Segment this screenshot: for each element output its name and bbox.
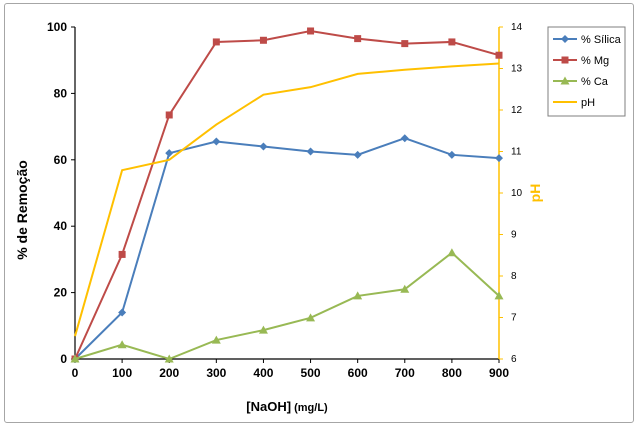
- y-tick-label: 80: [54, 86, 68, 100]
- y-tick-label: 60: [54, 153, 68, 167]
- data-point-triangle: [164, 354, 174, 363]
- x-axis-title-main: [NaOH]: [246, 399, 291, 414]
- y2-tick-label: 14: [511, 22, 523, 33]
- x-axis-title-unit: (mg/L): [291, 402, 328, 414]
- y2-tick-label: 10: [511, 188, 523, 199]
- data-point-diamond: [561, 35, 569, 43]
- series-line: [74, 29, 500, 360]
- series-line: [74, 251, 500, 361]
- data-point-triangle: [447, 248, 457, 257]
- x-tick-label: 300: [206, 366, 226, 380]
- data-point-square: [495, 51, 503, 59]
- data-point-diamond: [447, 150, 456, 159]
- data-point-square: [401, 40, 409, 48]
- data-point-square: [212, 38, 220, 46]
- data-point-diamond: [306, 147, 315, 156]
- data-point-triangle: [211, 335, 221, 344]
- x-tick-label: 0: [72, 366, 79, 380]
- x-axis-title: [NaOH] (mg/L): [246, 399, 328, 414]
- data-point-diamond: [165, 149, 174, 158]
- y-tick-label: 40: [54, 219, 68, 233]
- data-point-square: [259, 36, 267, 44]
- series-line: [74, 137, 500, 360]
- x-tick-label: 800: [442, 366, 462, 380]
- data-point-triangle: [400, 284, 410, 293]
- data-point-square: [118, 250, 126, 258]
- legend-label: % Mg: [581, 55, 609, 67]
- y2-tick-label: 11: [511, 147, 522, 158]
- x-tick-label: 400: [253, 366, 273, 380]
- data-point-diamond: [400, 134, 409, 143]
- y-axis-title: % de Remoção: [14, 160, 30, 260]
- data-point-diamond: [495, 154, 503, 163]
- data-point-triangle: [70, 354, 80, 363]
- y2-tick-label: 13: [511, 64, 523, 75]
- y-tick-label: 100: [47, 20, 67, 34]
- series-slica: [71, 134, 503, 363]
- axes-layer: [74, 27, 500, 360]
- legend-label: % Sílica: [581, 34, 622, 46]
- data-point-diamond: [118, 308, 127, 317]
- series-line: [74, 62, 500, 337]
- data-point-square: [165, 111, 173, 119]
- data-point-triangle: [560, 76, 570, 85]
- data-point-diamond: [259, 142, 268, 151]
- data-point-triangle: [258, 325, 268, 334]
- y2-tick-label: 7: [511, 313, 517, 324]
- x-tick-label: 200: [159, 366, 179, 380]
- data-point-triangle: [306, 313, 316, 322]
- series-mg: [71, 27, 503, 363]
- x-tick-label: 600: [348, 366, 368, 380]
- x-tick-label: 100: [112, 366, 132, 380]
- series-ca: [70, 248, 504, 363]
- y2-tick-label: 9: [511, 230, 517, 241]
- legend-label: pH: [581, 97, 595, 109]
- series-layer: [70, 27, 504, 363]
- y2-tick-label: 8: [511, 271, 517, 282]
- data-point-triangle: [117, 340, 127, 349]
- ticks-layer: 0 100 200 300 400 500 600 700 800 900 0 20 40 60 80 100…: [47, 20, 523, 380]
- data-point-square: [307, 27, 315, 35]
- x-tick-label: 900: [489, 366, 509, 380]
- x-tick-label: 700: [395, 366, 415, 380]
- legend: % Sílica % Mg % Ca pH: [547, 26, 626, 117]
- data-point-diamond: [212, 137, 221, 146]
- series-ph: [74, 62, 500, 337]
- data-point-triangle: [494, 291, 504, 300]
- y2-tick-label: 12: [511, 105, 523, 116]
- data-point-diamond: [353, 150, 362, 159]
- y-tick-label: 20: [54, 286, 68, 300]
- x-tick-label: 500: [301, 366, 321, 380]
- legend-label: % Ca: [581, 76, 609, 88]
- y2-axis-title: pH: [527, 184, 543, 203]
- data-point-triangle: [353, 291, 363, 300]
- data-point-square: [354, 35, 362, 43]
- data-point-square: [448, 38, 456, 46]
- y2-tick-label: 6: [511, 354, 517, 365]
- data-point-square: [561, 56, 569, 64]
- y-tick-label: 0: [60, 352, 67, 366]
